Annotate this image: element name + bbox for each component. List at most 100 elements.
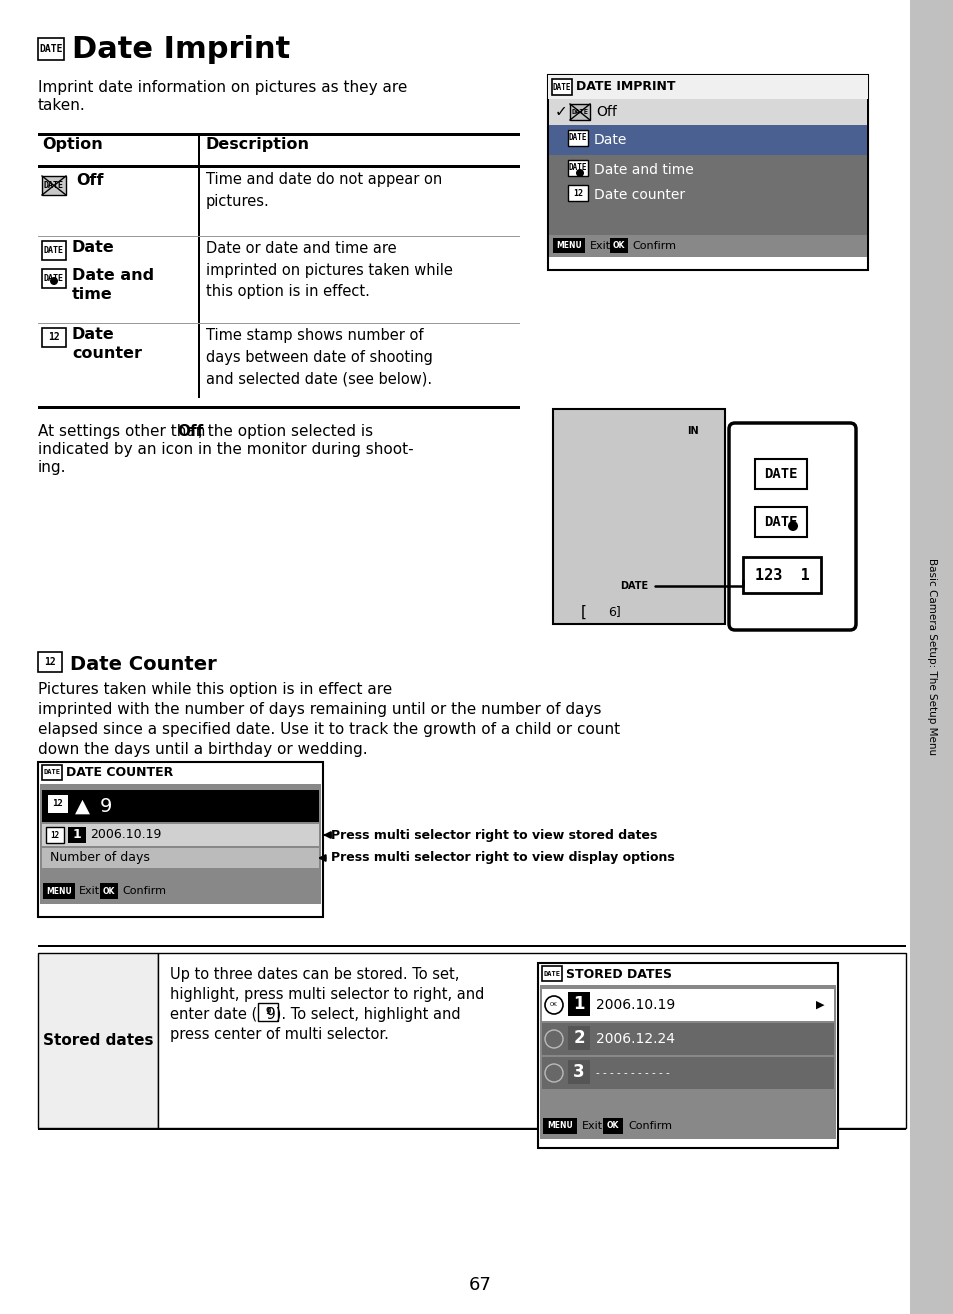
Circle shape	[544, 996, 562, 1014]
Text: Confirm: Confirm	[627, 1121, 671, 1131]
Bar	[541, 989, 833, 1021]
Bar	[548, 125, 866, 155]
Bar	[754, 507, 806, 537]
Text: Exit: Exit	[589, 240, 611, 251]
Text: , the option selected is: , the option selected is	[197, 424, 373, 439]
Bar	[602, 1118, 622, 1134]
Text: Confirm: Confirm	[122, 886, 166, 896]
Bar	[38, 133, 519, 135]
Bar	[609, 238, 627, 254]
Text: Press multi selector right to view stored dates: Press multi selector right to view store…	[324, 829, 657, 841]
Bar	[40, 880, 320, 904]
Text: DATE: DATE	[44, 181, 64, 191]
Text: Date: Date	[71, 240, 114, 255]
Text: ▶: ▶	[815, 1000, 823, 1010]
Text: [: [	[580, 604, 586, 619]
Bar	[553, 238, 584, 254]
Bar	[68, 827, 86, 844]
Bar	[42, 240, 66, 260]
Bar	[48, 795, 68, 813]
Text: highlight, press multi selector to right, and: highlight, press multi selector to right…	[170, 987, 484, 1003]
Text: Basic Camera Setup: The Setup Menu: Basic Camera Setup: The Setup Menu	[926, 558, 936, 756]
Text: indicated by an icon in the monitor during shoot-: indicated by an icon in the monitor duri…	[38, 442, 414, 457]
Text: Date
counter: Date counter	[71, 327, 142, 361]
Bar	[539, 1116, 835, 1139]
Text: DATE: DATE	[543, 971, 560, 976]
Text: Date: Date	[594, 133, 627, 147]
Bar	[42, 848, 318, 869]
Bar	[552, 79, 572, 95]
Text: OK: OK	[606, 1122, 618, 1130]
Text: Up to three dates can be stored. To set,: Up to three dates can be stored. To set,	[170, 967, 459, 982]
Text: 12: 12	[51, 830, 59, 840]
Bar	[542, 1118, 577, 1134]
Bar	[38, 945, 905, 946]
Bar	[567, 160, 587, 176]
Bar	[38, 1127, 905, 1130]
Bar	[42, 790, 318, 823]
Text: taken.: taken.	[38, 99, 86, 113]
Text: Exit: Exit	[79, 886, 100, 896]
Bar	[541, 1056, 833, 1089]
Bar	[38, 953, 158, 1127]
Bar	[42, 824, 318, 846]
Circle shape	[544, 1064, 562, 1081]
Circle shape	[787, 520, 797, 531]
Bar	[548, 235, 866, 258]
Text: Stored dates: Stored dates	[43, 1033, 153, 1049]
Text: DATE: DATE	[552, 83, 571, 92]
Text: DATE COUNTER: DATE COUNTER	[66, 766, 173, 779]
Text: Description: Description	[206, 137, 310, 152]
Bar	[909, 0, 953, 1314]
Text: Date or date and time are
imprinted on pictures taken while
this option is in ef: Date or date and time are imprinted on p…	[206, 240, 453, 300]
Circle shape	[50, 277, 58, 285]
FancyBboxPatch shape	[676, 418, 709, 444]
Text: Number of days: Number of days	[50, 851, 150, 865]
Bar	[100, 883, 118, 899]
Text: 12: 12	[44, 657, 56, 668]
Text: Imprint date information on pictures as they are: Imprint date information on pictures as …	[38, 80, 407, 95]
Text: ▲: ▲	[75, 796, 90, 816]
Text: DATE: DATE	[44, 770, 60, 775]
Bar	[553, 409, 724, 624]
Bar	[38, 38, 64, 60]
Text: ing.: ing.	[38, 460, 67, 474]
Text: DATE: DATE	[44, 246, 64, 255]
Text: Time and date do not appear on
pictures.: Time and date do not appear on pictures.	[206, 172, 442, 209]
Text: OK: OK	[612, 242, 624, 251]
Text: DATE: DATE	[763, 466, 797, 481]
Text: STORED DATES: STORED DATES	[565, 967, 671, 980]
Bar	[38, 762, 323, 917]
Text: 2006.12.24: 2006.12.24	[596, 1031, 675, 1046]
Text: MENU: MENU	[556, 242, 581, 251]
Bar	[567, 992, 589, 1016]
Bar	[541, 1024, 833, 1055]
Text: DATE: DATE	[619, 581, 647, 591]
Text: 3: 3	[573, 1063, 584, 1081]
Text: Date and time: Date and time	[594, 163, 693, 177]
Bar	[257, 1003, 277, 1021]
Text: MENU: MENU	[547, 1122, 572, 1130]
Bar	[539, 986, 835, 1125]
Bar	[46, 827, 64, 844]
Bar	[567, 1026, 589, 1050]
Text: 123  1: 123 1	[754, 568, 808, 582]
Bar	[38, 166, 519, 167]
Text: OK: OK	[103, 887, 115, 896]
Text: DATE: DATE	[568, 163, 587, 172]
Bar	[742, 557, 821, 593]
Text: 9: 9	[100, 796, 112, 816]
Text: Off: Off	[177, 424, 203, 439]
Text: OK: OK	[550, 1003, 558, 1008]
Text: Time stamp shows number of
days between date of shooting
and selected date (see : Time stamp shows number of days between …	[206, 328, 433, 386]
Bar	[567, 185, 587, 201]
Bar	[38, 406, 519, 409]
Bar	[42, 269, 66, 288]
Text: 12: 12	[52, 799, 63, 808]
Text: Pictures taken while this option is in effect are: Pictures taken while this option is in e…	[38, 682, 392, 696]
Bar	[541, 966, 561, 982]
Text: Option: Option	[42, 137, 103, 152]
Bar	[548, 125, 866, 255]
Bar	[567, 130, 587, 146]
Text: Confirm: Confirm	[631, 240, 676, 251]
